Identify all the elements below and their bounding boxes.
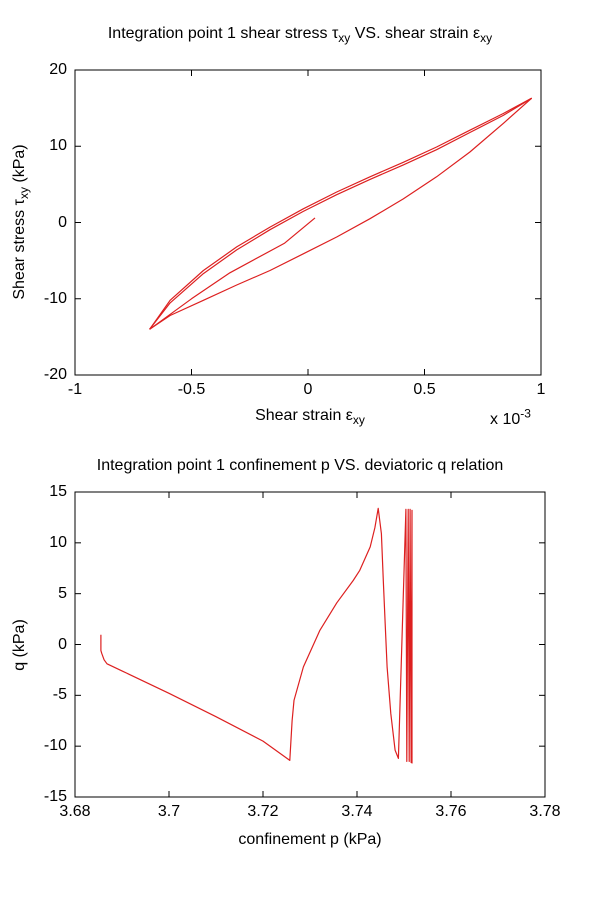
x-tick-label: 3.76 (435, 803, 467, 820)
x-tick-label: 3.68 (59, 803, 91, 820)
top-chart (74, 69, 542, 376)
chart-1-series (100, 507, 413, 764)
y-tick-label: -20 (43, 366, 67, 383)
series-initial_loading (149, 217, 316, 330)
y-tick-label: -10 (43, 737, 67, 755)
series-cycle_upper_2 (149, 97, 533, 330)
x-tick-label: 3.72 (247, 803, 279, 820)
x-tick-label: -1 (67, 381, 83, 398)
y-tick-label: 0 (58, 635, 67, 653)
chart-0-series (149, 97, 533, 330)
bottom-chart (74, 491, 546, 798)
top-title-text: Integration point 1 shear stress τ (107, 25, 339, 42)
top-x-axis-label: Shear strain εxy (255, 406, 365, 426)
series-p_q_path (100, 507, 413, 764)
x-tick-label: -0.5 (177, 381, 206, 398)
scale-prefix: x 10 (490, 411, 521, 428)
x-tick-label: 3.78 (529, 803, 561, 820)
top-title-sub1: xy (338, 31, 351, 46)
y-tick-label: 0 (58, 213, 67, 231)
y-tick-label: 10 (49, 533, 67, 551)
y-tick-label: 20 (49, 61, 67, 78)
scale-exponent: -3 (520, 406, 531, 421)
top-axes-box (74, 69, 542, 376)
top-chart-title: Integration point 1 shear stress τxy VS.… (0, 24, 600, 44)
y-tick-label: -10 (43, 289, 67, 307)
top-x-scale-annotation: x 10-3 (490, 406, 531, 430)
chart-0-ticks (74, 69, 542, 376)
bottom-xlabel-text: confinement p (kPa) (238, 831, 382, 848)
top-title-text2: VS. shear strain ε (350, 25, 481, 42)
y-tick-label: 5 (58, 584, 67, 602)
top-xlabel-sub: xy (352, 413, 365, 428)
bottom-x-axis-label: confinement p (kPa) (238, 830, 381, 850)
bottom-axes-box (74, 491, 546, 798)
top-title-sub2: xy (480, 31, 493, 46)
y-tick-label: -5 (52, 686, 67, 704)
series-cycle_upper_1 (149, 97, 532, 330)
chart-1-ticks (74, 491, 546, 798)
bottom-chart-title: Integration point 1 confinement p VS. de… (0, 456, 600, 476)
series-cycle_lower (149, 97, 533, 330)
top-xlabel-text: Shear strain ε (255, 407, 353, 424)
x-tick-label: 1 (536, 381, 546, 398)
y-tick-label: -15 (43, 788, 67, 805)
y-tick-label: 10 (49, 137, 67, 155)
x-tick-label: 3.7 (157, 803, 181, 820)
x-tick-label: 3.74 (341, 803, 373, 820)
x-tick-label: 0.5 (413, 381, 436, 398)
x-tick-label: 0 (303, 381, 313, 398)
top-ylabel-sub: xy (17, 187, 32, 200)
y-tick-label: 15 (49, 483, 67, 500)
bottom-title-text: Integration point 1 confinement p VS. de… (96, 457, 504, 474)
